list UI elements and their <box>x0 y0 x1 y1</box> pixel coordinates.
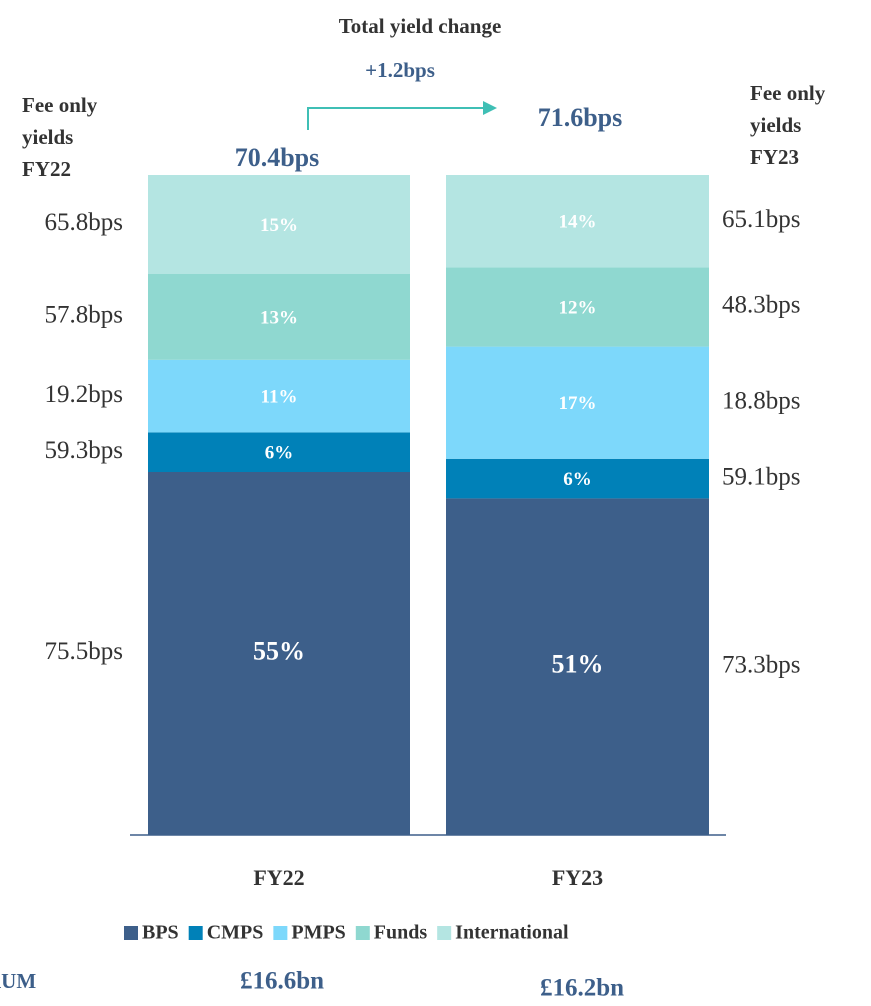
yield-label: 19.2bps <box>45 381 123 408</box>
aum-label: AUM <box>0 969 36 993</box>
yield-label: 59.3bps <box>45 437 123 464</box>
yield-label: 57.8bps <box>45 302 123 329</box>
yield-header: yields <box>22 125 73 149</box>
value-label: 13% <box>260 307 298 328</box>
aum-value: £16.2bn <box>540 975 624 1002</box>
legend-swatch <box>437 926 452 940</box>
chart-subtitle: +1.2bps <box>365 58 435 82</box>
x-tick-label: FY23 <box>552 865 603 890</box>
value-label: 12% <box>559 297 597 318</box>
legend-swatch <box>273 926 288 940</box>
value-label: 6% <box>563 469 592 490</box>
bar-segment <box>446 267 709 347</box>
aum-value: £16.6bn <box>240 968 324 995</box>
yield-label: 18.8bps <box>722 387 800 414</box>
value-label: 6% <box>265 443 294 464</box>
arrow-head <box>483 101 497 115</box>
yield-header: FY22 <box>22 157 71 181</box>
bar-segment <box>446 175 709 268</box>
legend-swatch <box>188 926 203 940</box>
value-label: 15% <box>260 215 298 236</box>
chart-title: Total yield change <box>339 14 502 38</box>
bar-segment <box>148 432 410 472</box>
bar-segment <box>148 359 410 433</box>
value-label: 14% <box>559 212 597 233</box>
yield-label: 48.3bps <box>722 292 800 319</box>
yield-label: 65.8bps <box>45 209 123 236</box>
legend-swatch <box>355 926 370 940</box>
legend-label: PMPS <box>291 922 345 944</box>
total-label: 71.6bps <box>538 103 623 132</box>
yield-header: FY23 <box>750 145 799 169</box>
bar-segment <box>148 175 410 274</box>
change-arrow <box>307 107 485 130</box>
yield-label: 73.3bps <box>722 651 800 678</box>
bar-segment <box>446 346 709 459</box>
legend-label: BPS <box>142 922 179 944</box>
x-tick-label: FY22 <box>253 865 304 890</box>
legend-label: Funds <box>374 922 428 944</box>
bar-segment <box>446 498 709 835</box>
legend-label: CMPS <box>207 922 264 944</box>
yield-header: yields <box>750 113 801 137</box>
yield-label: 75.5bps <box>45 638 123 665</box>
yield-label: 59.1bps <box>722 463 800 490</box>
yield-header: Fee only <box>750 81 826 105</box>
total-label: 70.4bps <box>235 143 320 172</box>
bar-segment <box>148 472 410 835</box>
value-label: 11% <box>261 386 298 407</box>
yield-label: 65.1bps <box>722 206 800 233</box>
value-label: 51% <box>552 650 604 679</box>
value-label: 55% <box>253 636 305 665</box>
legend-swatch <box>124 926 138 940</box>
value-label: 17% <box>559 393 597 414</box>
yield-header: Fee only <box>22 93 98 117</box>
bar-segment <box>148 274 410 360</box>
legend-label: International <box>455 922 569 944</box>
bar-segment <box>446 458 709 499</box>
